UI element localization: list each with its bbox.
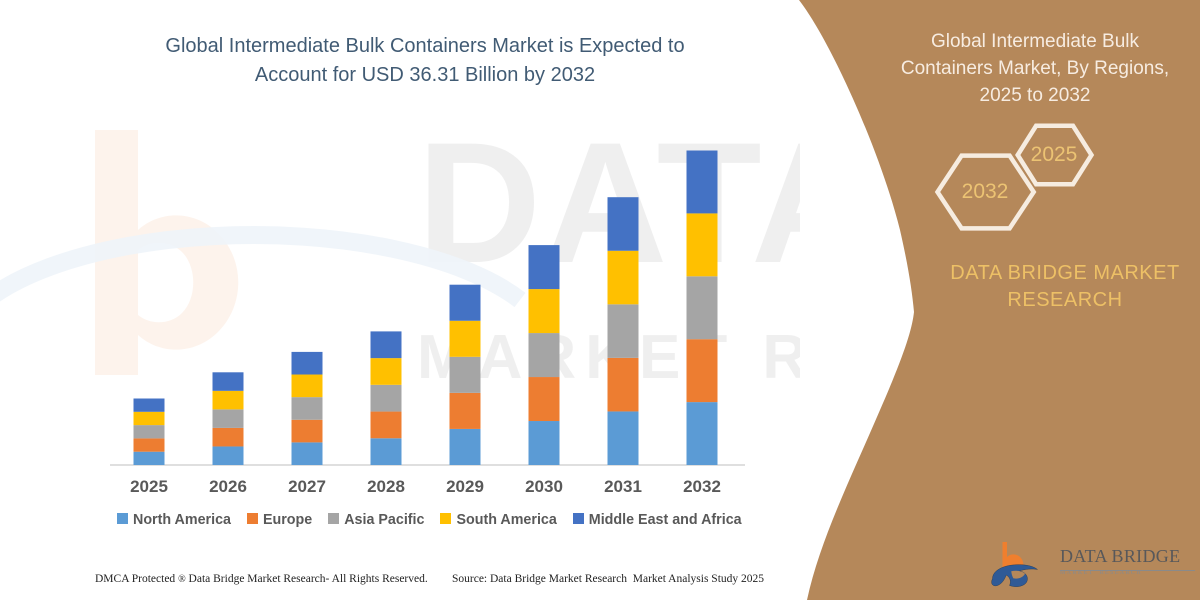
svg-text:2025: 2025 <box>130 477 168 496</box>
svg-text:2028: 2028 <box>367 477 405 496</box>
svg-text:2032: 2032 <box>683 477 721 496</box>
svg-text:2030: 2030 <box>525 477 563 496</box>
svg-text:2027: 2027 <box>288 477 326 496</box>
svg-text:2026: 2026 <box>209 477 247 496</box>
svg-text:2032: 2032 <box>962 180 1009 203</box>
svg-text:2029: 2029 <box>446 477 484 496</box>
svg-text:2031: 2031 <box>604 477 642 496</box>
svg-text:2025: 2025 <box>1031 143 1078 166</box>
